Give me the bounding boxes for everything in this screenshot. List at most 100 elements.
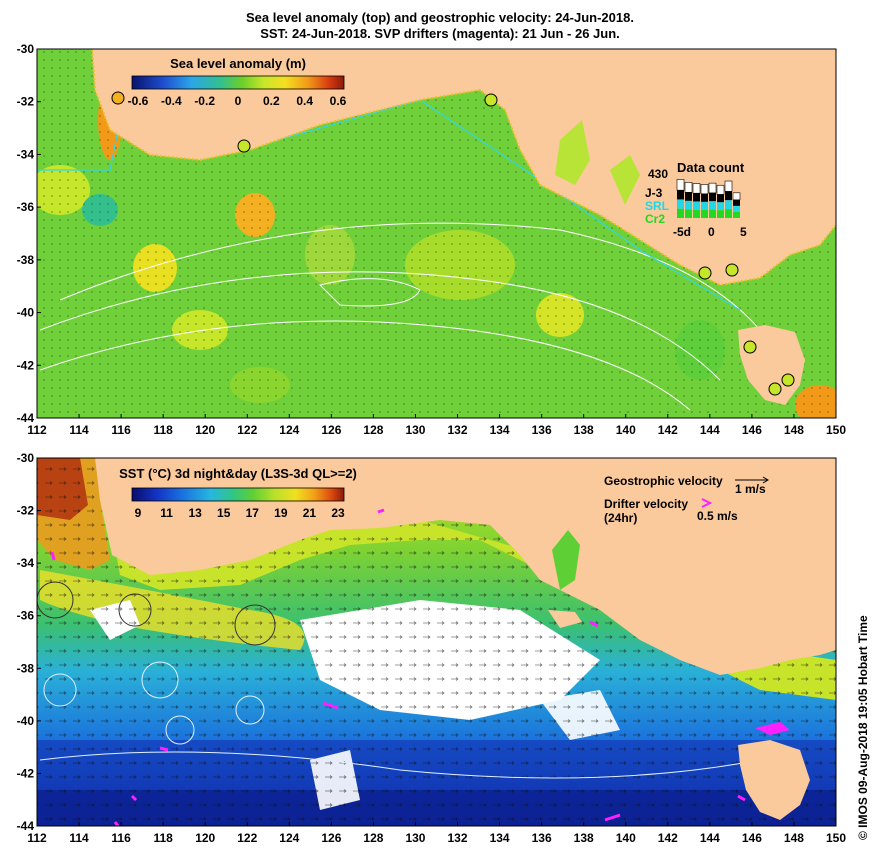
- sla-colorbar: [131, 75, 345, 90]
- count-bar-segment: [716, 184, 725, 195]
- data-source-cr2: Cr2: [645, 212, 665, 226]
- longitude-tick-label: 122: [237, 831, 257, 845]
- sla-colorbar-tick: 0.6: [330, 94, 347, 108]
- sla-map: [37, 49, 836, 418]
- count-bar-segment: [685, 200, 692, 210]
- data-count-xtick: -5d: [673, 225, 691, 239]
- count-bar-segment: [717, 210, 724, 218]
- longitude-tick-label: 140: [616, 423, 636, 437]
- latitude-tick-label: -38: [17, 253, 35, 267]
- data-count-max: 430: [648, 167, 668, 181]
- latitude-tick-label: -32: [17, 95, 35, 109]
- eddy-circle: [37, 581, 74, 619]
- tide-gauge-marker: [743, 340, 757, 354]
- sla-colorbar-tick: -0.4: [161, 94, 182, 108]
- sst-colorbar-ticks: 9 11 13 15 17 19 21 23: [135, 506, 345, 520]
- australia-land: [37, 458, 836, 675]
- contour-line: [39, 751, 761, 779]
- longitude-tick-label: 128: [363, 423, 383, 437]
- latitude-tick-label: -40: [17, 714, 35, 728]
- drifter-track: [604, 813, 621, 822]
- longitude-tick-label: 128: [363, 831, 383, 845]
- velocity-legend: Geostrophic velocity 1 m/s Drifter veloc…: [604, 474, 769, 525]
- latitude-tick-label: -40: [17, 306, 35, 320]
- geo-scale-arrow: [735, 476, 769, 484]
- kangaroo-island: [548, 610, 582, 628]
- latitude-tick-label: -30: [17, 42, 35, 56]
- count-bar-segment: [725, 209, 732, 218]
- gulf-region: [552, 530, 580, 590]
- latitude-tick-label: -44: [17, 819, 35, 833]
- isobath-line: [37, 99, 741, 311]
- sst-colorbar-tick: 11: [160, 506, 173, 520]
- count-bar-segment: [693, 201, 700, 210]
- longitude-tick-label: 114: [69, 423, 89, 437]
- australia-land: [37, 49, 836, 285]
- longitude-tick-label: 142: [658, 423, 678, 437]
- contour-line: [39, 320, 691, 411]
- sst-map-frame: [36, 457, 837, 827]
- latitude-tick-label: -30: [17, 451, 35, 465]
- eddy-circle: [235, 695, 265, 725]
- count-bar-segment: [676, 179, 685, 191]
- longitude-tick-label: 122: [237, 423, 257, 437]
- tide-gauge-marker: [111, 91, 125, 105]
- longitude-tick-label: 124: [279, 831, 299, 845]
- tasmania-land: [738, 740, 810, 820]
- tide-gauge-marker: [484, 93, 498, 107]
- longitude-tick-label: 116: [111, 423, 131, 437]
- longitude-tick-label: 132: [448, 423, 468, 437]
- sst-colorbar: [131, 487, 345, 502]
- count-bar-segment: [677, 208, 684, 218]
- tide-gauge-marker: [725, 263, 739, 277]
- tide-gauge-marker: [237, 139, 251, 153]
- contour-line: [319, 278, 421, 307]
- eddy-circle: [43, 673, 77, 707]
- count-bar-segment: [709, 201, 716, 210]
- latitude-tick-label: -32: [17, 504, 35, 518]
- count-bar-segment: [700, 184, 709, 195]
- eddy-circle: [141, 661, 179, 699]
- count-bar-segment: [701, 209, 708, 218]
- count-bar-segment: [701, 193, 708, 202]
- drifter-scale-label: 0.5 m/s: [697, 509, 738, 523]
- count-bar-segment: [693, 209, 700, 218]
- longitude-tick-label: 144: [700, 831, 720, 845]
- drifter-track: [737, 794, 746, 802]
- count-bar-segment: [708, 182, 717, 194]
- title-line-2: SST: 24-Jun-2018. SVP drifters (magenta)…: [260, 26, 620, 41]
- data-count-title: Data count: [677, 160, 745, 175]
- latitude-tick-label: -34: [17, 556, 35, 570]
- drifter-track: [130, 794, 138, 802]
- longitude-tick-label: 134: [490, 423, 510, 437]
- sla-colorbar-tick: 0.2: [263, 94, 280, 108]
- longitude-tick-label: 114: [69, 831, 89, 845]
- data-count-xtick: 5: [740, 225, 747, 239]
- longitude-tick-label: 130: [405, 423, 425, 437]
- drifter-track: [113, 821, 120, 826]
- longitude-tick-label: 118: [153, 423, 173, 437]
- count-bar-segment: [685, 192, 692, 201]
- count-bar-segment: [685, 209, 692, 218]
- sst-map: [37, 458, 836, 826]
- longitude-tick-label: 144: [700, 423, 720, 437]
- longitude-tick-label: 138: [574, 831, 594, 845]
- longitude-tick-label: 146: [742, 831, 762, 845]
- contour-line: [59, 222, 761, 331]
- sst-colorbar-tick: 21: [303, 506, 317, 520]
- geostrophic-velocity-label: Geostrophic velocity: [604, 474, 723, 488]
- longitude-tick-label: 132: [448, 831, 468, 845]
- data-count-xtick: 0: [708, 225, 715, 239]
- gulf-region: [555, 120, 590, 185]
- title-line-1: Sea level anomaly (top) and geostrophic …: [246, 10, 634, 25]
- longitude-tick-label: 112: [27, 423, 47, 437]
- data-source-j3: J-3: [645, 186, 663, 200]
- sla-colorbar-tick: 0: [235, 94, 242, 108]
- latitude-tick-label: -36: [17, 200, 35, 214]
- eddy-circle: [234, 604, 276, 646]
- latitude-tick-label: -42: [17, 358, 35, 372]
- drifter-track: [159, 746, 169, 752]
- longitude-tick-label: 126: [321, 423, 341, 437]
- count-bar-segment: [709, 192, 716, 202]
